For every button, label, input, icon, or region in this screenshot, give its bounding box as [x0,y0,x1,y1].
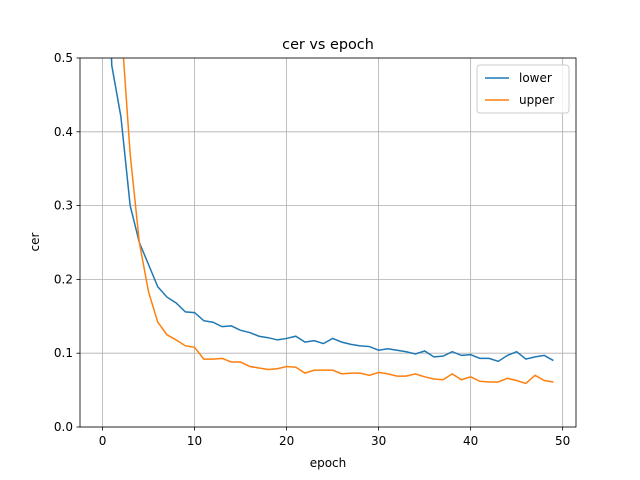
chart-title: cer vs epoch [282,37,374,53]
legend-box [476,64,570,114]
x-tick-label: 10 [187,434,202,448]
x-axis-label: epoch [310,456,347,470]
x-tick-label: 30 [371,434,386,448]
y-tick-label: 0.2 [54,272,73,286]
legend-label: upper [519,93,554,107]
y-tick-label: 0.3 [54,199,73,213]
x-tick-label: 50 [555,434,570,448]
axes-frame [79,57,577,428]
y-axis-label: cer [28,232,42,251]
x-tick-label: 20 [279,434,294,448]
y-tick-label: 0.1 [54,346,73,360]
y-tick-label: 0.0 [54,420,73,434]
y-tick-label: 0.5 [54,51,73,65]
line-series [122,58,554,385]
x-tick-label: 40 [463,434,478,448]
y-tick-label: 0.4 [54,125,73,139]
line-series [110,58,554,363]
x-tick-label: 0 [99,434,107,448]
legend-label: lower [519,71,552,85]
